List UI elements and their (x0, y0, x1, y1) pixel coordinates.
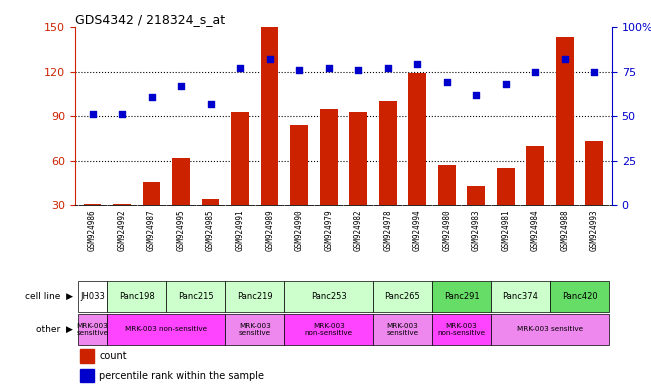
Bar (225, 314, 284, 345)
Point (264, 56, 275, 62)
Bar (80, 349, 94, 363)
Text: Panc420: Panc420 (562, 292, 597, 301)
Text: GDS4342 / 218324_s_at: GDS4342 / 218324_s_at (75, 13, 225, 26)
Bar (491, 281, 550, 312)
Text: GSM924989: GSM924989 (265, 209, 274, 251)
Bar (80, 369, 94, 382)
Text: GSM924981: GSM924981 (501, 209, 510, 251)
Bar (373, 314, 432, 345)
Point (559, 56, 570, 62)
Bar (261, 27, 279, 205)
Point (501, 81, 511, 87)
Text: GSM924992: GSM924992 (118, 209, 126, 251)
Text: GSM924990: GSM924990 (295, 209, 303, 251)
Point (412, 61, 422, 68)
Bar (320, 109, 337, 205)
Bar (202, 200, 219, 205)
Point (235, 65, 245, 71)
Bar (78, 281, 107, 312)
Text: GSM924993: GSM924993 (590, 209, 599, 251)
Text: GSM924984: GSM924984 (531, 209, 540, 251)
Text: Panc253: Panc253 (311, 292, 346, 301)
Text: MRK-003
sensitive: MRK-003 sensitive (77, 323, 109, 336)
Point (176, 83, 186, 89)
Text: GSM924982: GSM924982 (353, 209, 363, 251)
Point (530, 68, 540, 74)
Text: MRK-003
sensitive: MRK-003 sensitive (386, 323, 419, 336)
Bar (225, 281, 284, 312)
Text: JH033: JH033 (80, 292, 105, 301)
Point (294, 67, 305, 73)
Point (87, 111, 98, 118)
Point (589, 68, 600, 74)
Text: Panc291: Panc291 (443, 292, 479, 301)
Point (441, 79, 452, 85)
Text: GSM924991: GSM924991 (236, 209, 245, 251)
Text: GSM924983: GSM924983 (472, 209, 480, 251)
Text: GSM924985: GSM924985 (206, 209, 215, 251)
Bar (231, 112, 249, 205)
Bar (438, 165, 456, 205)
Point (117, 111, 128, 118)
Text: GSM924979: GSM924979 (324, 209, 333, 251)
Bar (432, 281, 491, 312)
Text: Panc265: Panc265 (385, 292, 421, 301)
Bar (467, 186, 485, 205)
Bar (408, 73, 426, 205)
Point (206, 101, 216, 107)
Bar (527, 146, 544, 205)
Text: MRK-003 non-sensitive: MRK-003 non-sensitive (125, 326, 208, 332)
Bar (432, 314, 491, 345)
Bar (143, 182, 160, 205)
Text: MRK-003 sensitive: MRK-003 sensitive (517, 326, 583, 332)
Bar (78, 314, 107, 345)
Text: GSM924986: GSM924986 (88, 209, 97, 251)
Text: Panc198: Panc198 (119, 292, 155, 301)
Bar (290, 125, 308, 205)
Text: Panc215: Panc215 (178, 292, 214, 301)
Bar (497, 168, 514, 205)
Point (324, 65, 334, 71)
Text: GSM924988: GSM924988 (561, 209, 569, 251)
Bar (585, 141, 603, 205)
Text: percentile rank within the sample: percentile rank within the sample (99, 371, 264, 381)
Bar (167, 281, 225, 312)
Bar (284, 281, 373, 312)
Bar (107, 281, 167, 312)
Point (353, 67, 363, 73)
Bar (284, 314, 373, 345)
Text: GSM924980: GSM924980 (442, 209, 451, 251)
Bar (491, 314, 609, 345)
Bar (373, 281, 432, 312)
Text: other  ▶: other ▶ (36, 325, 73, 334)
Bar (556, 37, 574, 205)
Text: MRK-003
non-sensitive: MRK-003 non-sensitive (305, 323, 353, 336)
Text: MRK-003
sensitive: MRK-003 sensitive (239, 323, 271, 336)
Text: cell line  ▶: cell line ▶ (25, 292, 73, 301)
Point (471, 92, 481, 98)
Text: Panc219: Panc219 (237, 292, 273, 301)
Text: GSM924994: GSM924994 (413, 209, 422, 251)
Bar (107, 314, 225, 345)
Text: GSM924987: GSM924987 (147, 209, 156, 251)
Bar (84, 204, 102, 205)
Bar (379, 101, 396, 205)
Text: GSM924995: GSM924995 (176, 209, 186, 251)
Text: GSM924978: GSM924978 (383, 209, 392, 251)
Bar (350, 112, 367, 205)
Bar (173, 158, 190, 205)
Point (146, 93, 157, 99)
Text: count: count (99, 351, 127, 361)
Point (382, 65, 393, 71)
Text: Panc374: Panc374 (503, 292, 538, 301)
Bar (550, 281, 609, 312)
Text: MRK-003
non-sensitive: MRK-003 non-sensitive (437, 323, 486, 336)
Bar (113, 204, 131, 205)
